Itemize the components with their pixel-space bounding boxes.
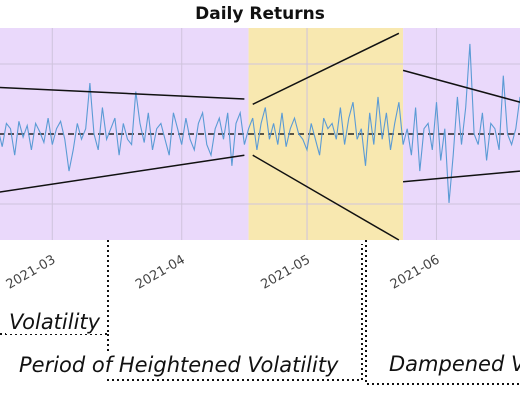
- annotation-dampened-volatility: Dampened V: [386, 352, 520, 376]
- trend-line-4: [402, 69, 520, 103]
- trend-line-2: [252, 32, 400, 105]
- trend-line-1: [0, 154, 245, 193]
- x-tick-label-0: 2021-03: [4, 252, 59, 292]
- bracket-left-period: [0, 240, 109, 335]
- x-axis-ticks: 2021-03 2021-04 2021-05 2021-06: [4, 252, 443, 292]
- chart-title: Daily Returns: [195, 4, 325, 24]
- x-tick-label-1: 2021-04: [133, 252, 188, 292]
- series-line: [0, 43, 520, 203]
- annotation-brackets: [0, 240, 520, 385]
- annotation-volatility: Volatility: [6, 310, 104, 334]
- x-tick-label-3: 2021-06: [388, 252, 443, 292]
- annotation-heightened-volatility: Period of Heightened Volatility: [16, 353, 342, 377]
- trend-line-5: [403, 170, 520, 183]
- trend-line-0: [0, 86, 245, 100]
- trend-lines: [0, 32, 520, 241]
- grid-lines: [0, 28, 520, 240]
- x-tick-label-2: 2021-05: [258, 252, 313, 292]
- bracket-dampened-period: [365, 240, 520, 385]
- regime-band-1: [248, 28, 404, 240]
- trend-line-3: [252, 154, 400, 241]
